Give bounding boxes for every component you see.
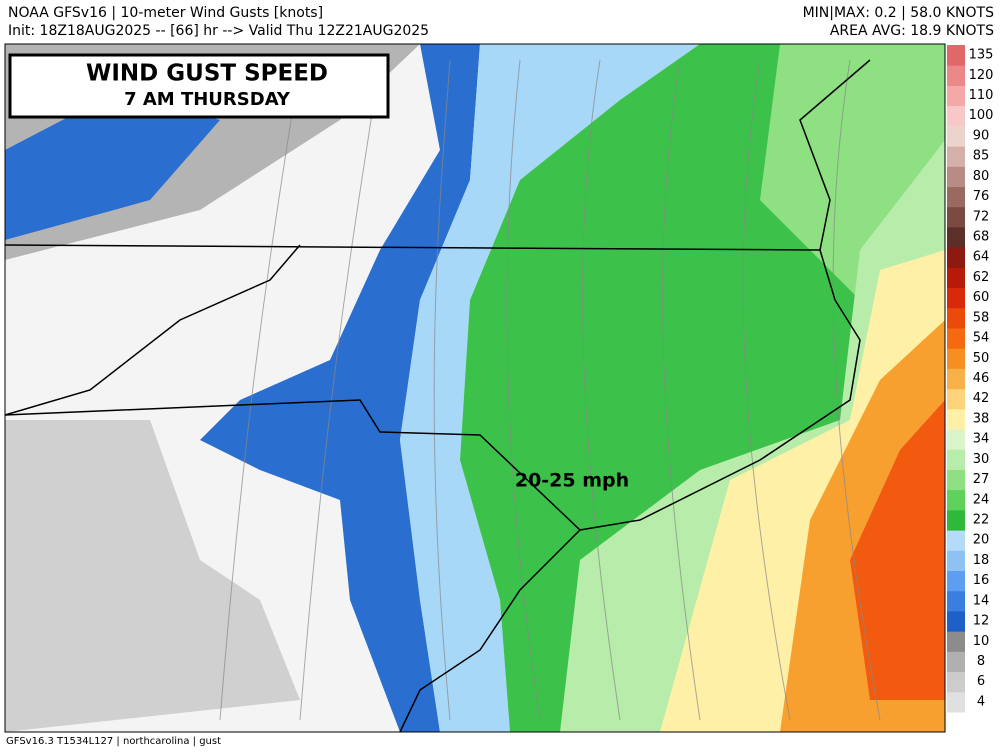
colorbar-label: 50 [973,351,990,366]
colorbar-swatch [947,85,965,107]
colorbar-swatch [947,570,965,592]
colorbar-swatch [947,105,965,127]
colorbar-swatch [947,631,965,652]
colorbar-swatch [947,45,965,66]
colorbar-label: 46 [973,371,990,386]
colorbar-label: 120 [969,68,994,83]
colorbar: 4681012141618202224273034384246505458606… [947,45,993,713]
colorbar-swatch [947,550,965,572]
colorbar-swatch [947,388,965,410]
colorbar-swatch [947,287,965,309]
map-title: WIND GUST SPEED [86,61,328,87]
colorbar-swatch [947,226,965,248]
colorbar-swatch [947,65,965,86]
colorbar-label: 135 [969,48,994,63]
header-left-1: NOAA GFSv16 | 10-meter Wind Gusts [knots… [8,5,323,21]
colorbar-swatch [947,348,965,369]
annotation: 20-25 mph [515,470,629,492]
colorbar-swatch [947,651,965,673]
colorbar-label: 100 [969,108,994,123]
blue-band [200,44,480,732]
colorbar-label: 60 [973,290,990,305]
colorbar-label: 64 [973,250,990,265]
colorbar-label: 80 [973,169,990,184]
colorbar-swatch [947,530,965,551]
colorbar-swatch [947,610,965,632]
colorbar-swatch [947,186,965,208]
streamlines [219,59,881,721]
colorbar-swatch [947,449,965,470]
colorbar-swatch [947,368,965,390]
colorbar-label: 6 [977,674,985,689]
colorbar-label: 58 [973,310,990,325]
title-box [8,53,390,119]
colorbar-swatch [947,469,965,491]
colorbar-label: 30 [973,452,990,467]
map-frame [4,43,946,733]
map: WIND GUST SPEED 7 AM THURSDAY 20-25 mph [4,43,946,733]
colorbar-label: 110 [969,88,994,103]
header-left-2: Init: 18Z18AUG2025 -- [66] hr --> Valid … [8,23,429,39]
colorbar-label: 16 [973,573,990,588]
colorbar-label: 22 [973,512,990,527]
colorbar-label: 90 [973,128,990,143]
colorbar-swatch [947,267,965,289]
colorbar-swatch [947,429,965,450]
colorbar-label: 4 [977,694,985,709]
colorbar-swatch [947,206,965,228]
colorbar-label: 54 [973,331,990,346]
colorbar-swatch [947,691,965,713]
colorbar-label: 72 [973,209,990,224]
gray-area [5,420,300,732]
header-right-1: MIN|MAX: 0.2 | 58.0 KNOTS [803,5,995,21]
colorbar-swatch [947,327,965,349]
colorbar-swatch [947,247,965,268]
colorbar-swatch [947,671,965,693]
footer: GFSv16.3 T1534L127 | northcarolina | gus… [6,736,221,747]
map-subtitle: 7 AM THURSDAY [124,89,291,110]
colorbar-label: 85 [973,149,990,164]
colorbar-label: 34 [973,432,990,447]
colorbar-label: 18 [973,553,990,568]
colorbar-label: 76 [973,189,990,204]
colorbar-label: 42 [973,391,990,406]
colorbar-swatch [947,590,965,612]
colorbar-swatch [947,125,965,147]
blue-patch [5,90,220,240]
colorbar-label: 8 [977,654,985,669]
lightblue-band [400,44,700,732]
colorbar-label: 68 [973,230,990,245]
colorbar-label: 14 [973,593,990,608]
borders [4,59,871,733]
colorbar-swatch [947,509,965,531]
colorbar-label: 20 [973,533,990,548]
colorbar-label: 24 [973,492,990,507]
red-area [850,400,945,700]
colorbar-swatch [947,489,965,511]
colorbar-label: 12 [973,614,990,629]
colorbar-swatch [947,307,965,329]
colorbar-label: 62 [973,270,990,285]
colorbar-swatch [947,166,965,187]
colorbar-swatch [947,408,965,430]
header-right-2: AREA AVG: 18.9 KNOTS [830,23,994,39]
colorbar-swatch [947,146,965,167]
colorbar-label: 38 [973,411,990,426]
colorbar-label: 27 [973,472,990,487]
colorbar-label: 10 [973,634,990,649]
